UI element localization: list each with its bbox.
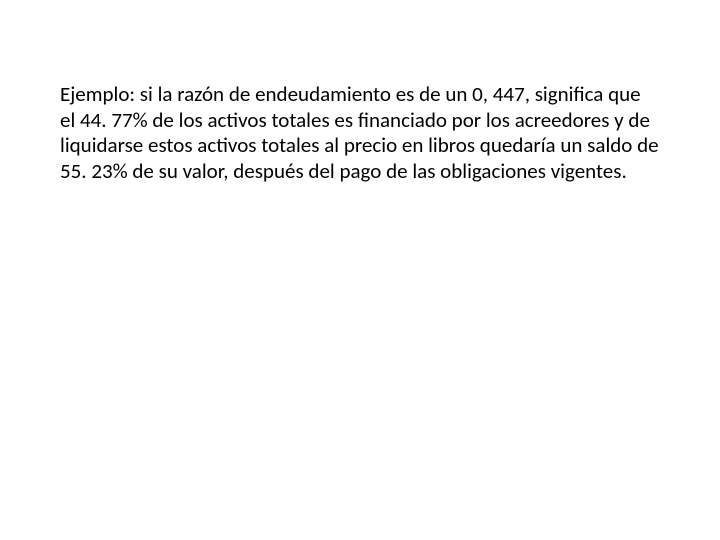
slide-content: Ejemplo: si la razón de endeudamiento es… <box>60 82 660 184</box>
example-paragraph: Ejemplo: si la razón de endeudamiento es… <box>60 82 660 184</box>
